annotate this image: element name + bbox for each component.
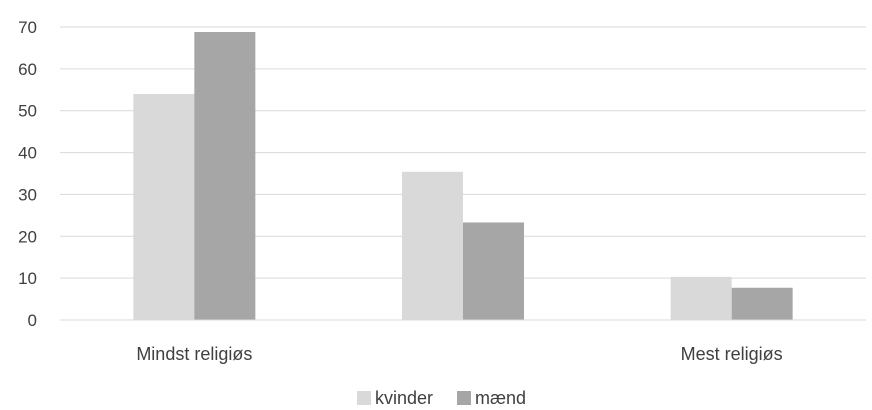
y-tick-label: 70 <box>18 18 37 37</box>
legend: kvinder mænd <box>357 388 526 408</box>
bars <box>133 32 793 320</box>
y-tick-label: 40 <box>18 144 37 163</box>
bar <box>133 93 195 320</box>
legend-swatch <box>357 391 371 405</box>
legend-label: kvinder <box>375 388 433 408</box>
bar <box>194 32 256 320</box>
y-tick-label: 10 <box>18 269 37 288</box>
bar <box>402 171 463 320</box>
y-tick-label: 30 <box>18 185 37 204</box>
x-category-label: Mindst religiøs <box>136 344 252 364</box>
y-axis-tick-labels: 0 10 20 30 40 50 60 70 <box>18 18 37 330</box>
legend-label: mænd <box>475 388 526 408</box>
legend-item: mænd <box>457 388 526 408</box>
legend-item: kvinder <box>357 388 433 408</box>
y-tick-label: 60 <box>18 60 37 79</box>
bar <box>463 222 524 320</box>
y-tick-label: 50 <box>18 102 37 121</box>
legend-swatch <box>457 391 471 405</box>
x-axis-category-labels: Mindst religiøs Mest religiøs <box>136 344 782 364</box>
bar <box>670 276 732 320</box>
x-category-label: Mest religiøs <box>681 344 783 364</box>
y-tick-label: 20 <box>18 227 37 246</box>
y-tick-label: 0 <box>28 311 37 330</box>
bar <box>731 287 793 320</box>
